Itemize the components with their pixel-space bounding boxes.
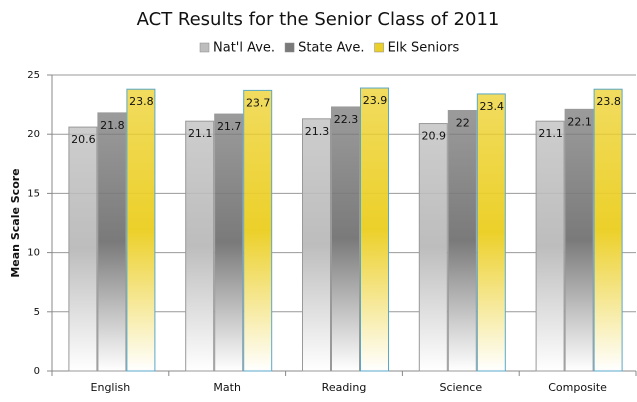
legend-label: Elk Seniors [388,41,460,56]
bar [331,106,360,372]
legend-swatch [374,42,384,53]
legend-label: Nat'l Ave. [213,41,275,56]
x-tick-label: English [91,381,131,394]
y-tick-label: 5 [34,307,40,318]
legend-swatch [284,42,295,53]
legend-swatch [199,42,210,53]
bar [564,108,594,372]
data-label: 23.8 [129,95,154,108]
data-label: 22.3 [334,113,359,126]
bar [214,113,244,372]
x-tick-label: Science [439,381,482,394]
bar [476,93,506,372]
x-tick-label: Math [213,381,241,394]
y-axis-label: Mean Scale Score [9,168,22,277]
y-tick-label: 10 [27,248,40,259]
data-label: 21.7 [217,120,242,133]
data-label: 20.9 [422,130,447,143]
legend-label: State Ave. [298,41,365,56]
chart-title: ACT Results for the Senior Class of 2011 [137,9,500,30]
bar [360,87,389,372]
data-label: 22 [456,117,470,130]
bar [593,88,623,372]
bar [243,89,273,372]
y-tick-label: 20 [27,129,40,140]
y-tick-label: 0 [34,366,40,377]
x-tick-label: Reading [322,381,367,394]
bar [302,118,331,372]
bar [185,120,215,372]
data-label: 20.6 [71,133,96,146]
data-label: 21.8 [100,119,125,132]
data-label: 21.1 [538,127,563,140]
bar [68,126,98,372]
bar [97,112,127,372]
data-label: 23.8 [596,95,621,108]
data-label: 23.9 [363,94,388,107]
data-label: 22.1 [567,115,592,128]
data-label: 21.1 [188,127,213,140]
y-tick-label: 15 [27,188,40,199]
bar [126,88,156,372]
bar [535,120,565,372]
bar [418,123,448,372]
x-tick-label: Composite [548,381,607,394]
bar [447,110,477,372]
data-label: 21.3 [305,125,330,138]
data-label: 23.4 [480,100,505,113]
y-tick-label: 25 [27,70,40,81]
data-label: 23.7 [246,96,271,109]
